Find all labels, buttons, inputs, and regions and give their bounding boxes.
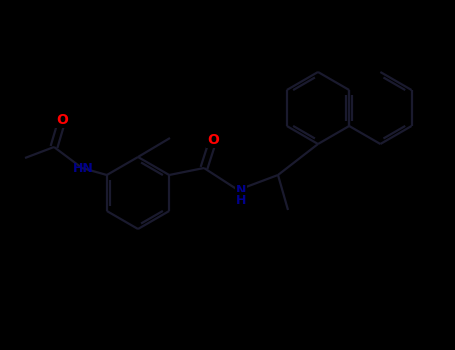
Text: O: O (56, 113, 68, 127)
Text: HN: HN (73, 162, 93, 175)
Text: N: N (236, 183, 246, 196)
Text: H: H (236, 194, 246, 206)
Text: O: O (207, 133, 219, 147)
